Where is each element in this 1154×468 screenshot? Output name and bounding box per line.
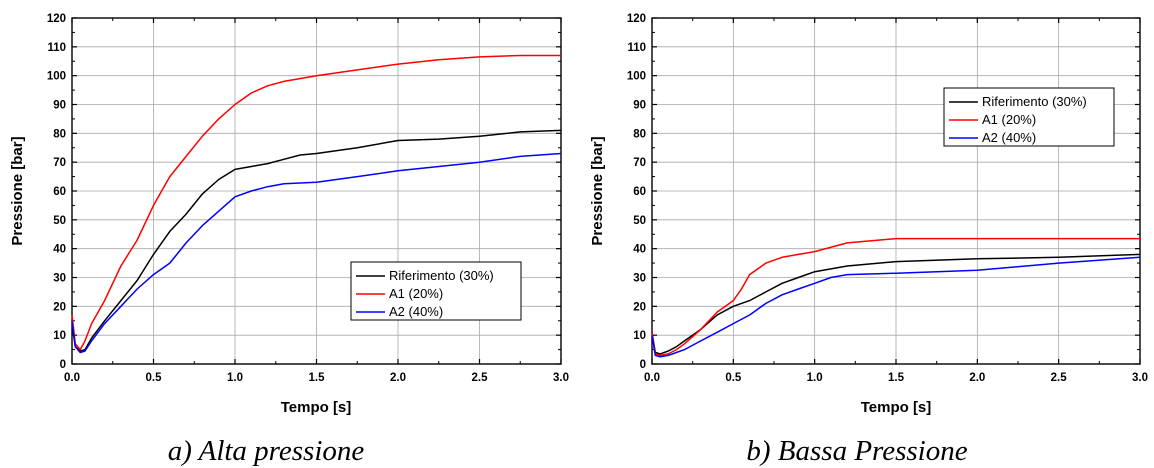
y-axis-label: Pressione [bar] [589, 136, 606, 245]
y-tick-label: 120 [627, 13, 646, 25]
legend-label: Riferimento (30%) [389, 268, 494, 283]
x-tick-label: 3.0 [553, 372, 569, 384]
y-tick-label: 100 [47, 71, 66, 83]
y-tick-label: 100 [627, 71, 646, 83]
y-tick-label: 60 [633, 186, 646, 198]
series-line-a1-20 [651, 237, 1140, 357]
series-line-a1-20 [71, 54, 561, 351]
series-line-a2-40 [71, 152, 562, 354]
y-tick-label: 20 [53, 301, 66, 313]
x-tick-label: 2.0 [390, 372, 406, 384]
x-tick-label: 2.0 [969, 372, 985, 384]
legend-label: A1 (20%) [982, 112, 1036, 127]
x-tick-label: 0.5 [146, 372, 163, 384]
series-line-riferimento-30 [651, 253, 1141, 355]
y-tick-label: 70 [633, 157, 646, 169]
y-tick-label: 40 [633, 244, 646, 256]
panel-caption: a) Alta pressione [168, 435, 365, 467]
legend-label: Riferimento (30%) [982, 94, 1087, 109]
y-tick-label: 110 [627, 42, 646, 54]
legend-box [943, 87, 1115, 147]
y-tick-label: 90 [633, 100, 646, 112]
x-tick-label: 2.5 [1051, 372, 1068, 384]
y-tick-label: 50 [53, 215, 66, 227]
x-axis-label: Tempo [s] [281, 399, 352, 416]
panel-caption: b) Bassa Pressione [746, 435, 967, 467]
legend-label: A2 (40%) [389, 304, 443, 319]
x-tick-label: 1.0 [807, 372, 823, 384]
x-tick-label: 1.5 [888, 372, 905, 384]
y-tick-label: 10 [53, 330, 66, 342]
y-tick-label: 0 [60, 359, 66, 371]
legend-label: A2 (40%) [982, 130, 1036, 145]
series-line-riferimento-30 [71, 129, 562, 352]
y-tick-label: 10 [633, 330, 646, 342]
y-tick-label: 40 [53, 244, 66, 256]
y-tick-label: 50 [633, 215, 646, 227]
x-tick-label: 3.0 [1132, 372, 1148, 384]
y-tick-label: 30 [633, 273, 646, 285]
y-tick-label: 80 [633, 128, 646, 140]
y-tick-label: 70 [53, 157, 66, 169]
x-tick-label: 1.0 [227, 372, 243, 384]
legend-label: A1 (20%) [389, 286, 443, 301]
legend-box [350, 261, 522, 321]
y-tick-label: 120 [47, 13, 66, 25]
x-tick-label: 2.5 [472, 372, 489, 384]
y-tick-label: 30 [53, 273, 66, 285]
legend: Riferimento (30%) A1 (20%) A2 (40%) [943, 87, 1115, 147]
x-tick-label: 0.0 [64, 372, 80, 384]
y-tick-label: 60 [53, 186, 66, 198]
y-tick-label: 80 [53, 128, 66, 140]
series-line-a2-40 [651, 256, 1141, 358]
chart-panel-bassa-pressione: Pressione [bar] Tempo [s] b) Bassa Press… [589, 13, 1148, 467]
legend: Riferimento (30%) A1 (20%) A2 (40%) [350, 261, 522, 321]
y-axis-label: Pressione [bar] [9, 136, 26, 245]
x-tick-label: 1.5 [309, 372, 326, 384]
y-tick-label: 0 [640, 359, 646, 371]
chart-panel-alta-pressione: Pressione [bar] Tempo [s] a) Alta pressi… [9, 13, 569, 467]
x-tick-label: 0.0 [644, 372, 660, 384]
y-tick-label: 90 [53, 100, 66, 112]
x-axis-label: Tempo [s] [861, 399, 932, 416]
y-tick-label: 110 [47, 42, 66, 54]
x-tick-label: 0.5 [725, 372, 742, 384]
y-tick-label: 20 [633, 301, 646, 313]
